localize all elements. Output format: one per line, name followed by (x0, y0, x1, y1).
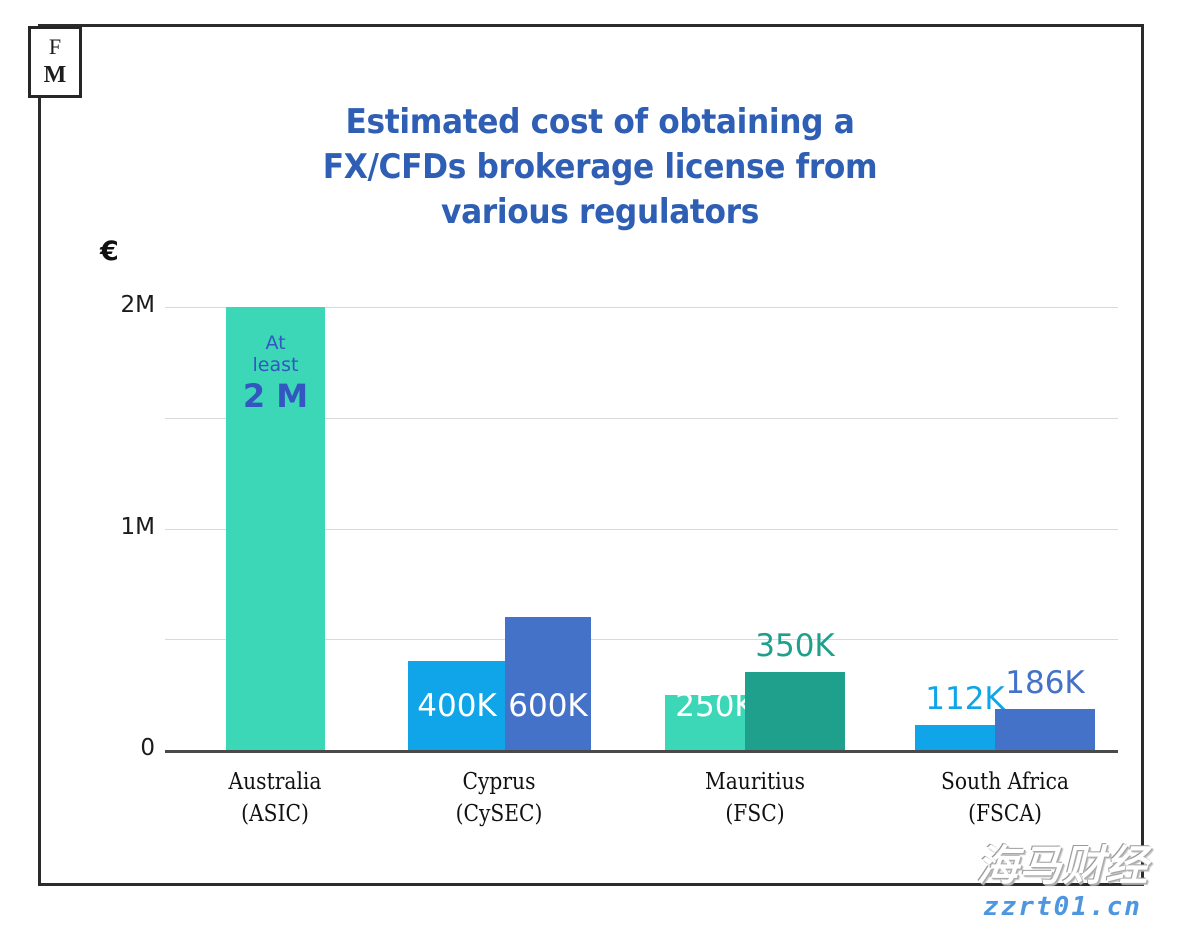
title-line-3: various regulators (441, 192, 759, 232)
bar (505, 617, 591, 750)
bar-value-label: 400K (417, 688, 497, 724)
gridline (165, 307, 1118, 308)
logo-letter-f: F (48, 34, 62, 59)
fm-logo: F M (28, 26, 82, 98)
x-label-regulator: (FSCA) (968, 801, 1042, 827)
bar (408, 661, 506, 750)
logo-letter-m: M (43, 62, 67, 88)
x-axis-label: Australia (ASIC) (178, 766, 372, 830)
x-axis-label: Cyprus (CySEC) (402, 766, 596, 830)
x-axis-label: Mauritius (FSC) (658, 766, 852, 830)
bar-value-label: 600K (508, 688, 588, 724)
y-tick-label: 0 (140, 735, 155, 761)
bar (745, 672, 845, 750)
x-label-country: Australia (228, 769, 322, 795)
bar-note-text: At (265, 332, 286, 354)
gridline (165, 417, 1118, 419)
gridline (165, 528, 1118, 530)
x-label-regulator: (CySEC) (455, 801, 543, 827)
bar (226, 307, 325, 750)
bar-note-text: least (252, 354, 299, 376)
x-label-country: Mauritius (704, 769, 806, 795)
x-axis-line (165, 750, 1118, 753)
bar-value-label: 186K (1005, 664, 1085, 701)
title-line-1: Estimated cost of obtaining a (345, 102, 855, 142)
bar-value-label: 112K (925, 681, 1005, 718)
bar-value-label: 2 M (242, 377, 309, 415)
bar-value-label: 350K (755, 628, 835, 665)
gridline (165, 639, 1118, 641)
x-label-regulator: (ASIC) (241, 801, 309, 827)
bar (995, 708, 1095, 750)
title-line-2: FX/CFDs brokerage license from (322, 147, 878, 187)
y-tick-label: 2M (120, 292, 155, 318)
x-label-country: South Africa (940, 769, 1069, 795)
watermark: 海马财经 zzrt01.cn (935, 842, 1190, 930)
watermark-url: zzrt01.cn (983, 892, 1142, 922)
x-axis-label: South Africa (FSCA) (908, 766, 1102, 830)
y-tick-label: 1M (120, 513, 155, 540)
page-title: Estimated cost of obtaining a FX/CFDs br… (186, 100, 1014, 235)
watermark-chinese-text: 海马财经 (976, 841, 1149, 890)
bar-annotation: At least 2 M (226, 332, 325, 414)
x-label-country: Cyprus (462, 769, 536, 795)
x-label-regulator: (FSC) (725, 801, 785, 827)
bar-value-label: 250K (675, 688, 755, 724)
axis-unit-euro: € (100, 236, 119, 267)
